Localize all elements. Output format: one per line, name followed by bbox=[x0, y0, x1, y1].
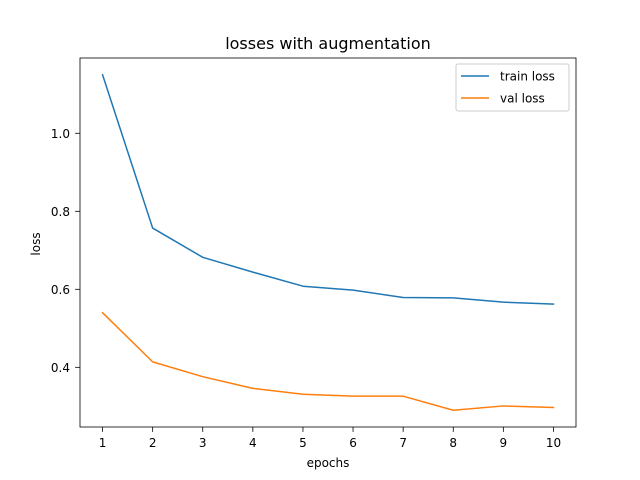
x-tick-label-1: 2 bbox=[149, 436, 157, 450]
x-tick-label-8: 9 bbox=[500, 436, 508, 450]
chart-title: losses with augmentation bbox=[225, 34, 431, 53]
y-tick-label-0: 0.4 bbox=[51, 361, 70, 375]
series-line-0 bbox=[101, 73, 555, 305]
x-tick-label-5: 6 bbox=[349, 436, 357, 450]
y-axis-label: loss bbox=[29, 232, 43, 255]
x-tick-label-4: 5 bbox=[299, 436, 307, 450]
y-tick-label-2: 0.8 bbox=[51, 205, 70, 219]
y-tick-label-3: 1.0 bbox=[51, 127, 70, 141]
x-tick-label-9: 10 bbox=[546, 436, 561, 450]
plot-area: 1 2 3 4 5 6 7 8 9 10 0.4 0.6 0.8 1.0 train loss val los… bbox=[51, 57, 577, 450]
x-axis-label: epochs bbox=[307, 456, 350, 470]
x-tick-label-2: 3 bbox=[199, 436, 207, 450]
x-tick-label-3: 4 bbox=[249, 436, 257, 450]
y-tick-label-1: 0.6 bbox=[51, 283, 70, 297]
legend-entry-1: val loss bbox=[500, 92, 545, 106]
x-tick-label-6: 7 bbox=[399, 436, 407, 450]
axes-frame bbox=[79, 57, 577, 428]
x-tick-label-0: 1 bbox=[99, 436, 107, 450]
x-tick-label-7: 8 bbox=[449, 436, 457, 450]
legend-entry-0: train loss bbox=[500, 70, 555, 84]
series-line-1 bbox=[101, 311, 555, 411]
